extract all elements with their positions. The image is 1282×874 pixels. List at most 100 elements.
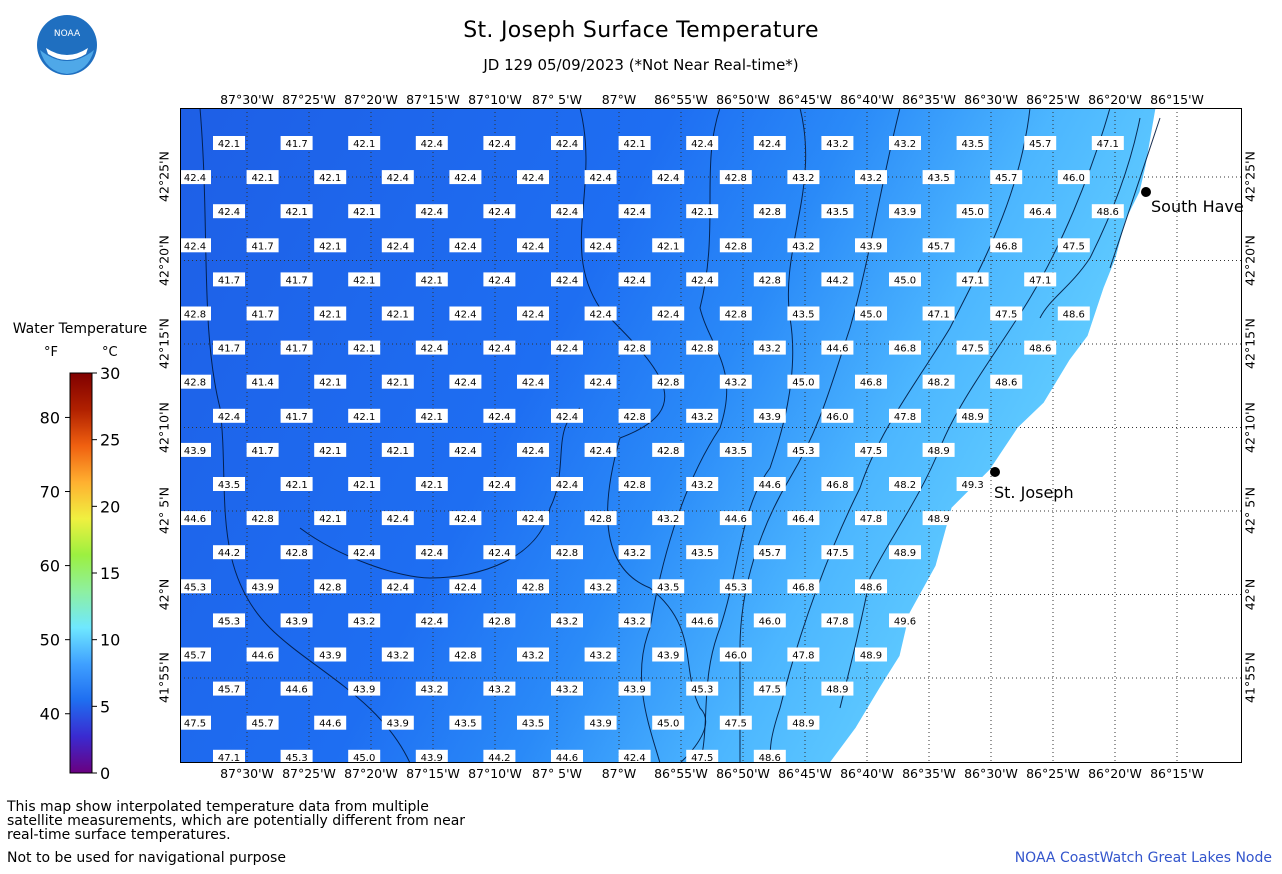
- temperature-label: 42.8: [652, 374, 685, 389]
- temperature-value: 44.6: [556, 753, 578, 764]
- temperature-label: 42.8: [280, 545, 313, 560]
- temperature-label: 48.9: [922, 511, 955, 526]
- temperature-value: 42.8: [623, 344, 645, 355]
- temperature-value: 42.8: [522, 582, 544, 593]
- temperature-value: 45.7: [218, 685, 240, 696]
- temperature-label: 42.4: [584, 306, 617, 321]
- temperature-value: 45.0: [353, 753, 375, 764]
- temperature-label: 45.0: [889, 272, 921, 287]
- legend-c-tick-label: 5: [100, 697, 110, 716]
- temperature-label: 42.1: [280, 477, 313, 491]
- temperature-value: 44.6: [759, 480, 781, 491]
- temperature-label: 41.7: [246, 442, 279, 457]
- temperature-value: 41.7: [251, 241, 273, 252]
- temperature-label: 44.6: [314, 715, 347, 730]
- temperature-value: 48.9: [894, 548, 916, 559]
- temperature-label: 43.9: [348, 681, 381, 696]
- temperature-value: 47.5: [759, 685, 781, 696]
- temperature-value: 47.1: [961, 275, 983, 286]
- temperature-label: 42.1: [314, 374, 347, 389]
- temperature-label: 44.6: [280, 681, 313, 696]
- temperature-label: 42.4: [483, 408, 516, 423]
- temperature-label: 47.5: [855, 442, 887, 457]
- temperature-value: 42.8: [556, 548, 578, 559]
- temperature-label: 42.1: [246, 170, 279, 185]
- temperature-label: 43.2: [415, 681, 448, 696]
- page-title: St. Joseph Surface Temperature: [463, 18, 819, 43]
- temperature-value: 42.4: [218, 412, 240, 423]
- isotherm-line: [640, 107, 728, 764]
- lat-axis-label-left: 42°10'N: [156, 401, 172, 453]
- temperature-value: 42.1: [421, 412, 443, 423]
- temperature-value: 42.1: [353, 139, 375, 150]
- temperature-label: 46.8: [990, 238, 1023, 253]
- temperature-label: 42.8: [551, 545, 583, 560]
- temperature-label: 43.5: [213, 477, 245, 491]
- temperature-label: 47.5: [753, 681, 786, 696]
- temperature-value: 42.4: [589, 173, 611, 184]
- temperature-value: 43.5: [725, 446, 747, 457]
- temperature-label: 44.6: [551, 749, 583, 764]
- temperature-value: 47.8: [860, 514, 882, 525]
- temperature-value: 43.2: [556, 616, 578, 627]
- temperature-value: 42.1: [285, 480, 307, 491]
- legend-f-tick-label: 70: [40, 483, 60, 502]
- legend-title: Water Temperature: [12, 321, 148, 337]
- temperature-label: 44.2: [821, 272, 854, 287]
- temperature-label: 44.2: [483, 749, 516, 764]
- temperature-label: 43.2: [348, 613, 381, 628]
- temperature-value: 43.2: [657, 514, 679, 525]
- temperature-label: 43.2: [517, 647, 549, 662]
- temperature-label: 47.5: [956, 340, 989, 355]
- temperature-value: 43.5: [961, 139, 983, 150]
- temperature-label: 42.4: [179, 238, 211, 253]
- temperature-label: 43.5: [956, 136, 989, 150]
- temperature-value: 42.4: [184, 173, 206, 184]
- temperature-label: 43.2: [686, 477, 719, 491]
- temperature-label: 42.4: [348, 545, 381, 560]
- temperature-value: 42.1: [319, 241, 341, 252]
- temperature-value: 45.7: [995, 173, 1017, 184]
- temperature-label: 42.4: [381, 170, 414, 185]
- temperature-label: 43.2: [483, 681, 516, 696]
- temperature-label: 45.0: [348, 749, 381, 764]
- temperature-value: 42.4: [589, 446, 611, 457]
- temperature-label: 42.8: [483, 613, 516, 628]
- color-bar: [69, 372, 93, 774]
- temperature-label: 43.9: [314, 647, 347, 662]
- temperature-label: 46.8: [821, 477, 854, 491]
- temperature-value: 48.9: [961, 412, 983, 423]
- temperature-value: 42.8: [657, 446, 679, 457]
- temperature-label: 41.7: [280, 136, 313, 150]
- temperature-value: 44.6: [826, 344, 848, 355]
- temperature-value: 42.4: [589, 310, 611, 321]
- lon-axis-label-top: 86°25'W: [1026, 92, 1080, 107]
- temperature-label: 43.2: [551, 681, 583, 696]
- temperature-label: 42.1: [314, 238, 347, 253]
- temperature-value: 43.2: [623, 616, 645, 627]
- temperature-value: 42.4: [522, 446, 544, 457]
- st-joseph-marker: [990, 467, 1000, 477]
- temperature-label: 42.1: [381, 442, 414, 457]
- temperature-label: 47.5: [686, 749, 719, 764]
- temperature-label: 47.5: [821, 545, 854, 560]
- temperature-value: 43.5: [454, 719, 476, 730]
- temperature-label: 42.4: [449, 306, 482, 321]
- temperature-value: 48.6: [995, 378, 1017, 389]
- legend-c-tick-label: 0: [100, 764, 110, 783]
- temperature-label: 42.4: [551, 136, 583, 150]
- temperature-label: 42.8: [719, 306, 752, 321]
- temperature-label: 42.4: [415, 340, 448, 355]
- temperature-label: 41.7: [280, 340, 313, 355]
- temperature-value: 43.5: [657, 582, 679, 593]
- lat-axis-label-left: 42° 5'N: [156, 487, 172, 534]
- temperature-label: 42.4: [517, 442, 549, 457]
- temperature-label: 43.9: [753, 408, 786, 423]
- lon-axis-label-top: 87°30'W: [220, 92, 274, 107]
- temperature-value: 44.2: [488, 753, 510, 764]
- temperature-label: 45.7: [922, 238, 955, 253]
- temperature-value: 45.7: [184, 651, 206, 662]
- lon-axis-label-bottom: 86°45'W: [778, 766, 832, 781]
- temperature-label: 42.4: [449, 238, 482, 253]
- legend-f-tick-label: 80: [40, 408, 60, 427]
